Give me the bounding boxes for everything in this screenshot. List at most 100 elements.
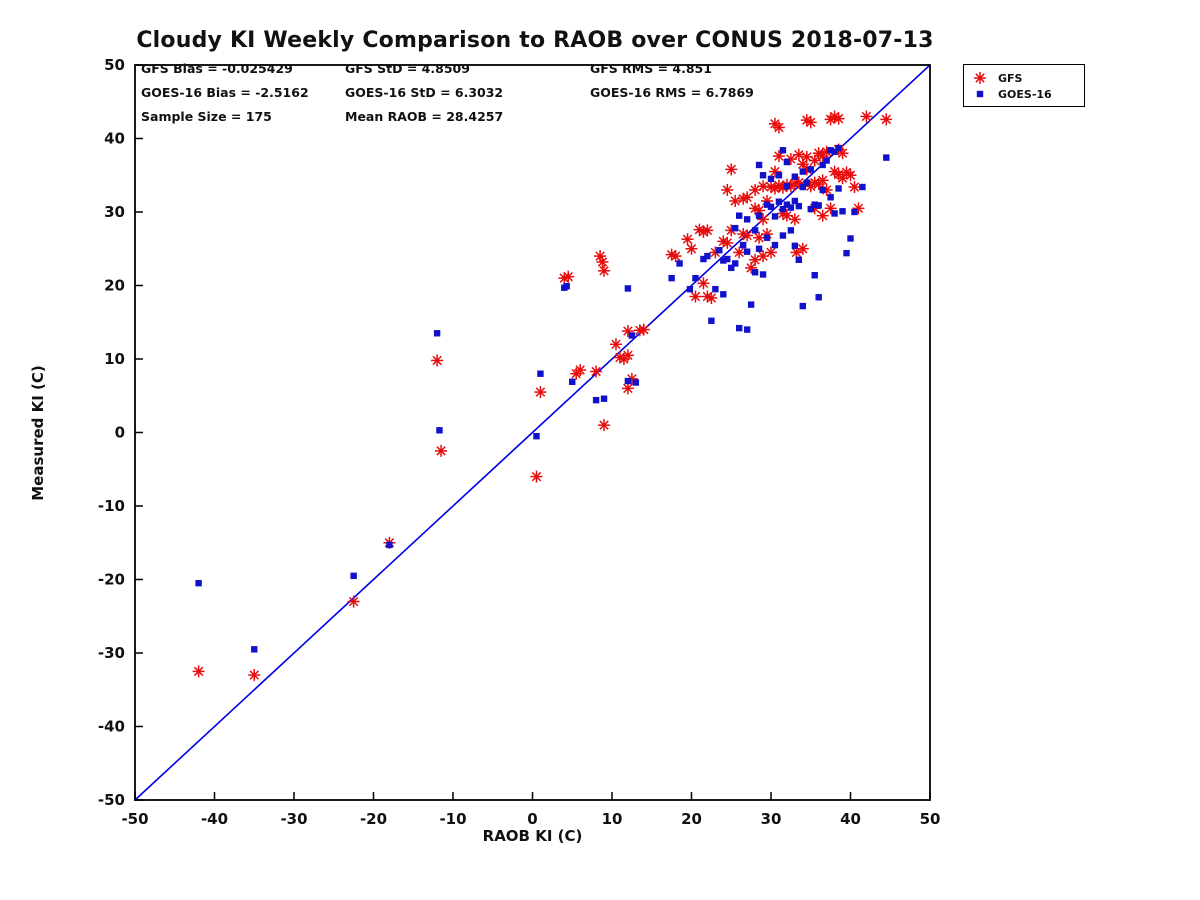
gfs-point — [772, 121, 785, 134]
goes16-point — [799, 302, 806, 310]
legend-entry-goes16: GOES-16 — [970, 86, 1078, 102]
gfs-point — [248, 669, 261, 682]
goes16-point — [771, 213, 779, 220]
goes16-point — [628, 332, 636, 339]
x-tick-label: 50 — [920, 810, 941, 828]
goes16-point — [791, 173, 799, 180]
goes16-point — [732, 260, 739, 267]
goes16-point — [600, 395, 608, 402]
goes16-point — [779, 205, 787, 213]
goes16-point — [859, 183, 866, 191]
goes16-point — [779, 232, 787, 239]
goes16-point — [759, 172, 767, 179]
gfs-point — [435, 444, 448, 457]
goes16-point — [728, 264, 735, 272]
goes16-point — [767, 203, 775, 211]
y-tick-label: 0 — [115, 424, 125, 442]
goes16-point — [563, 283, 570, 290]
gfs-point — [788, 213, 801, 226]
asterisk-marker-icon — [974, 72, 986, 84]
y-tick-label: 50 — [104, 56, 125, 74]
stat-gfs-bias: GFS Bias = -0.025429 — [141, 61, 293, 76]
y-tick-label: -10 — [98, 497, 125, 515]
x-tick-label: 40 — [840, 810, 861, 828]
goes16-point — [720, 291, 727, 298]
gfs-point — [347, 595, 360, 608]
goes16-point — [686, 285, 694, 293]
y-tick-label: -40 — [98, 718, 125, 736]
goes16-point — [755, 161, 763, 169]
legend: GFS GOES-16 — [963, 64, 1085, 107]
goes16-point — [807, 205, 814, 213]
goes16-point — [783, 183, 791, 190]
goes16-point — [704, 252, 711, 260]
goes16-point — [779, 147, 787, 154]
x-tick-label: -10 — [439, 810, 466, 828]
gfs-point — [721, 236, 734, 249]
goes16-point — [759, 271, 767, 278]
gfs-point — [729, 194, 742, 207]
gfs-point — [669, 250, 682, 263]
gfs-point — [816, 174, 829, 187]
y-tick-label: -20 — [98, 571, 125, 589]
goes16-point — [819, 186, 826, 194]
gfs-point — [562, 270, 575, 283]
y-tick-label: 40 — [104, 130, 125, 148]
goes16-point — [767, 175, 775, 183]
gfs-point — [598, 419, 611, 432]
x-tick-label: -40 — [201, 810, 228, 828]
y-tick-label: 30 — [104, 203, 125, 221]
goes16-point — [436, 427, 443, 434]
gfs-point — [705, 291, 718, 304]
goes16-point — [743, 248, 751, 255]
identity-line — [134, 64, 931, 801]
gfs-point — [689, 290, 702, 303]
goes16-point — [732, 224, 739, 232]
x-tick-label: 0 — [527, 810, 537, 828]
goes16-point — [692, 274, 699, 282]
gfs-point — [609, 338, 622, 351]
goes16-point — [624, 285, 632, 292]
y-tick-label: -50 — [98, 791, 125, 809]
stat-gfs-std: GFS StD = 4.8509 — [345, 61, 470, 76]
goes16-point — [736, 212, 743, 219]
gfs-point — [596, 255, 609, 268]
goes16-point — [831, 210, 838, 217]
gfs-point — [637, 323, 650, 336]
gfs-point — [848, 181, 861, 194]
goes16-point — [831, 148, 838, 155]
goes16-point — [803, 179, 810, 186]
x-tick-label: -30 — [280, 810, 307, 828]
goes16-point — [676, 260, 683, 267]
gfs-point — [598, 264, 611, 277]
gfs-point — [816, 209, 829, 222]
stat-sample-size: Sample Size = 175 — [141, 109, 272, 124]
gfs-point — [741, 191, 754, 204]
gfs-point — [534, 386, 547, 399]
goes16-point — [771, 241, 779, 249]
x-tick-label: -50 — [121, 810, 148, 828]
goes16-point — [775, 172, 783, 179]
goes16-point — [827, 194, 834, 201]
goes16-point — [569, 378, 576, 385]
x-axis-label: RAOB KI (C) — [482, 827, 583, 845]
goes16-point — [592, 396, 600, 404]
goes16-point — [708, 317, 715, 324]
goes16-point — [763, 201, 771, 208]
gfs-point — [765, 246, 777, 259]
goes16-point — [724, 255, 731, 263]
gfs-point — [844, 169, 857, 182]
goes16-point — [795, 202, 803, 210]
gfs-point — [621, 382, 634, 395]
gfs-point — [790, 246, 803, 259]
x-tick-label: 20 — [681, 810, 702, 828]
goes16-point — [668, 274, 675, 282]
gfs-point — [832, 112, 845, 125]
gfs-point — [192, 665, 205, 678]
gfs-point — [800, 114, 813, 127]
gfs-point — [796, 242, 809, 255]
gfs-point — [721, 183, 734, 196]
goes16-point — [350, 572, 357, 580]
